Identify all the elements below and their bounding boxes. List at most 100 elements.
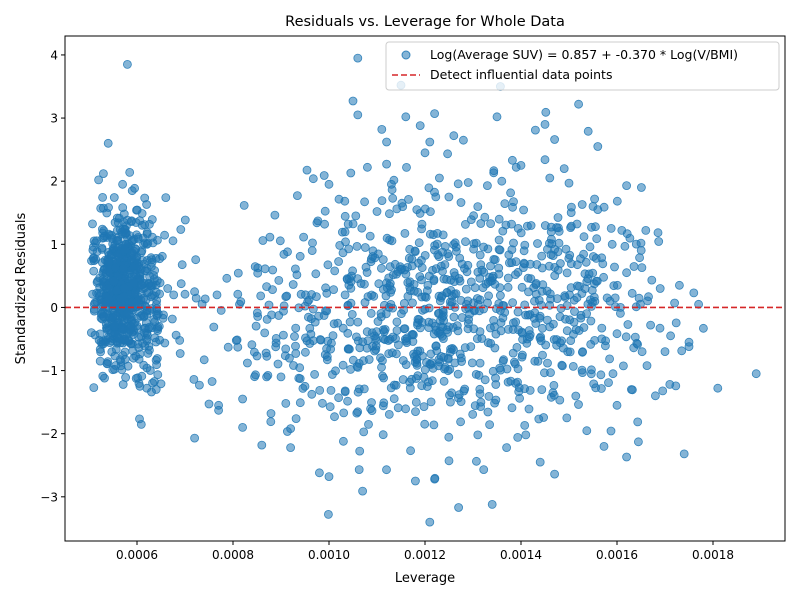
- data-point: [547, 234, 556, 244]
- data-point: [110, 321, 119, 331]
- data-point: [430, 241, 440, 250]
- data-point: [415, 272, 425, 281]
- data-point: [440, 364, 449, 374]
- data-point: [410, 246, 420, 256]
- data-point: [525, 385, 535, 395]
- x-tick-label: 0.0006: [116, 548, 158, 562]
- data-point: [502, 364, 512, 374]
- data-point: [467, 358, 477, 368]
- data-point: [411, 374, 421, 383]
- data-point: [114, 301, 123, 311]
- data-point: [553, 213, 563, 222]
- data-point: [286, 443, 296, 453]
- data-point: [582, 426, 592, 436]
- data-point: [495, 291, 505, 300]
- data-point: [324, 472, 334, 482]
- data-point: [520, 420, 530, 430]
- data-point: [546, 227, 556, 237]
- data-point: [538, 280, 548, 290]
- data-point: [546, 392, 556, 402]
- data-point: [396, 309, 406, 319]
- data-point: [449, 268, 459, 277]
- data-point: [214, 400, 224, 410]
- y-tick-label: 2: [50, 175, 58, 189]
- data-point: [339, 408, 349, 418]
- data-point: [550, 469, 559, 479]
- data-point: [368, 341, 378, 351]
- data-point: [576, 254, 585, 264]
- data-point: [479, 465, 489, 475]
- data-point: [281, 398, 291, 408]
- legend-label-series: Log(Average SUV) = 0.857 + -0.370 * Log(…: [430, 47, 738, 62]
- data-point: [360, 197, 370, 207]
- data-point: [346, 168, 356, 178]
- data-point: [307, 389, 317, 399]
- data-point: [437, 291, 447, 301]
- data-point: [385, 262, 395, 272]
- data-point: [357, 223, 367, 233]
- data-point: [556, 303, 566, 313]
- data-point: [635, 253, 644, 263]
- data-point: [477, 265, 487, 275]
- data-point: [524, 404, 534, 414]
- data-point: [346, 364, 356, 374]
- data-point: [511, 257, 521, 267]
- data-point: [352, 408, 362, 418]
- data-point: [314, 468, 324, 478]
- data-point: [142, 200, 152, 209]
- data-point: [104, 283, 114, 293]
- data-point: [262, 282, 272, 292]
- data-point: [517, 282, 527, 292]
- data-point: [290, 332, 299, 341]
- data-point: [487, 499, 497, 509]
- data-point: [393, 403, 403, 413]
- data-point: [335, 240, 345, 250]
- data-point: [449, 312, 459, 322]
- data-point: [191, 255, 201, 265]
- data-point: [315, 385, 325, 395]
- data-point: [544, 261, 554, 271]
- data-point: [627, 288, 637, 298]
- data-point: [500, 307, 510, 317]
- data-point: [119, 283, 129, 293]
- data-point: [150, 266, 160, 275]
- data-point: [494, 214, 504, 224]
- data-point: [389, 394, 399, 404]
- data-point: [355, 343, 365, 353]
- data-point: [401, 112, 411, 122]
- data-point: [519, 258, 529, 268]
- data-point: [616, 308, 625, 318]
- data-point: [392, 269, 401, 279]
- data-point: [591, 276, 601, 286]
- data-point: [537, 251, 547, 261]
- data-point: [475, 389, 485, 399]
- data-point: [401, 404, 411, 414]
- data-point: [407, 254, 417, 264]
- data-point: [299, 232, 309, 242]
- data-point: [549, 380, 559, 390]
- data-point: [566, 223, 575, 233]
- data-point: [391, 334, 400, 344]
- data-point: [508, 348, 518, 358]
- data-point: [588, 268, 598, 278]
- data-point: [295, 398, 305, 408]
- data-point: [498, 356, 508, 366]
- data-point: [153, 370, 163, 380]
- data-point: [212, 290, 222, 300]
- data-point: [537, 385, 547, 395]
- data-point: [136, 419, 146, 429]
- data-point: [463, 324, 473, 334]
- data-point: [531, 125, 540, 135]
- data-point: [378, 255, 388, 265]
- data-point: [632, 338, 642, 348]
- data-point: [530, 296, 539, 306]
- data-point: [152, 235, 162, 245]
- data-point: [646, 320, 655, 330]
- data-point: [410, 476, 420, 486]
- data-point: [98, 371, 108, 381]
- data-point: [334, 257, 344, 266]
- data-point: [355, 446, 365, 456]
- data-point: [362, 268, 372, 277]
